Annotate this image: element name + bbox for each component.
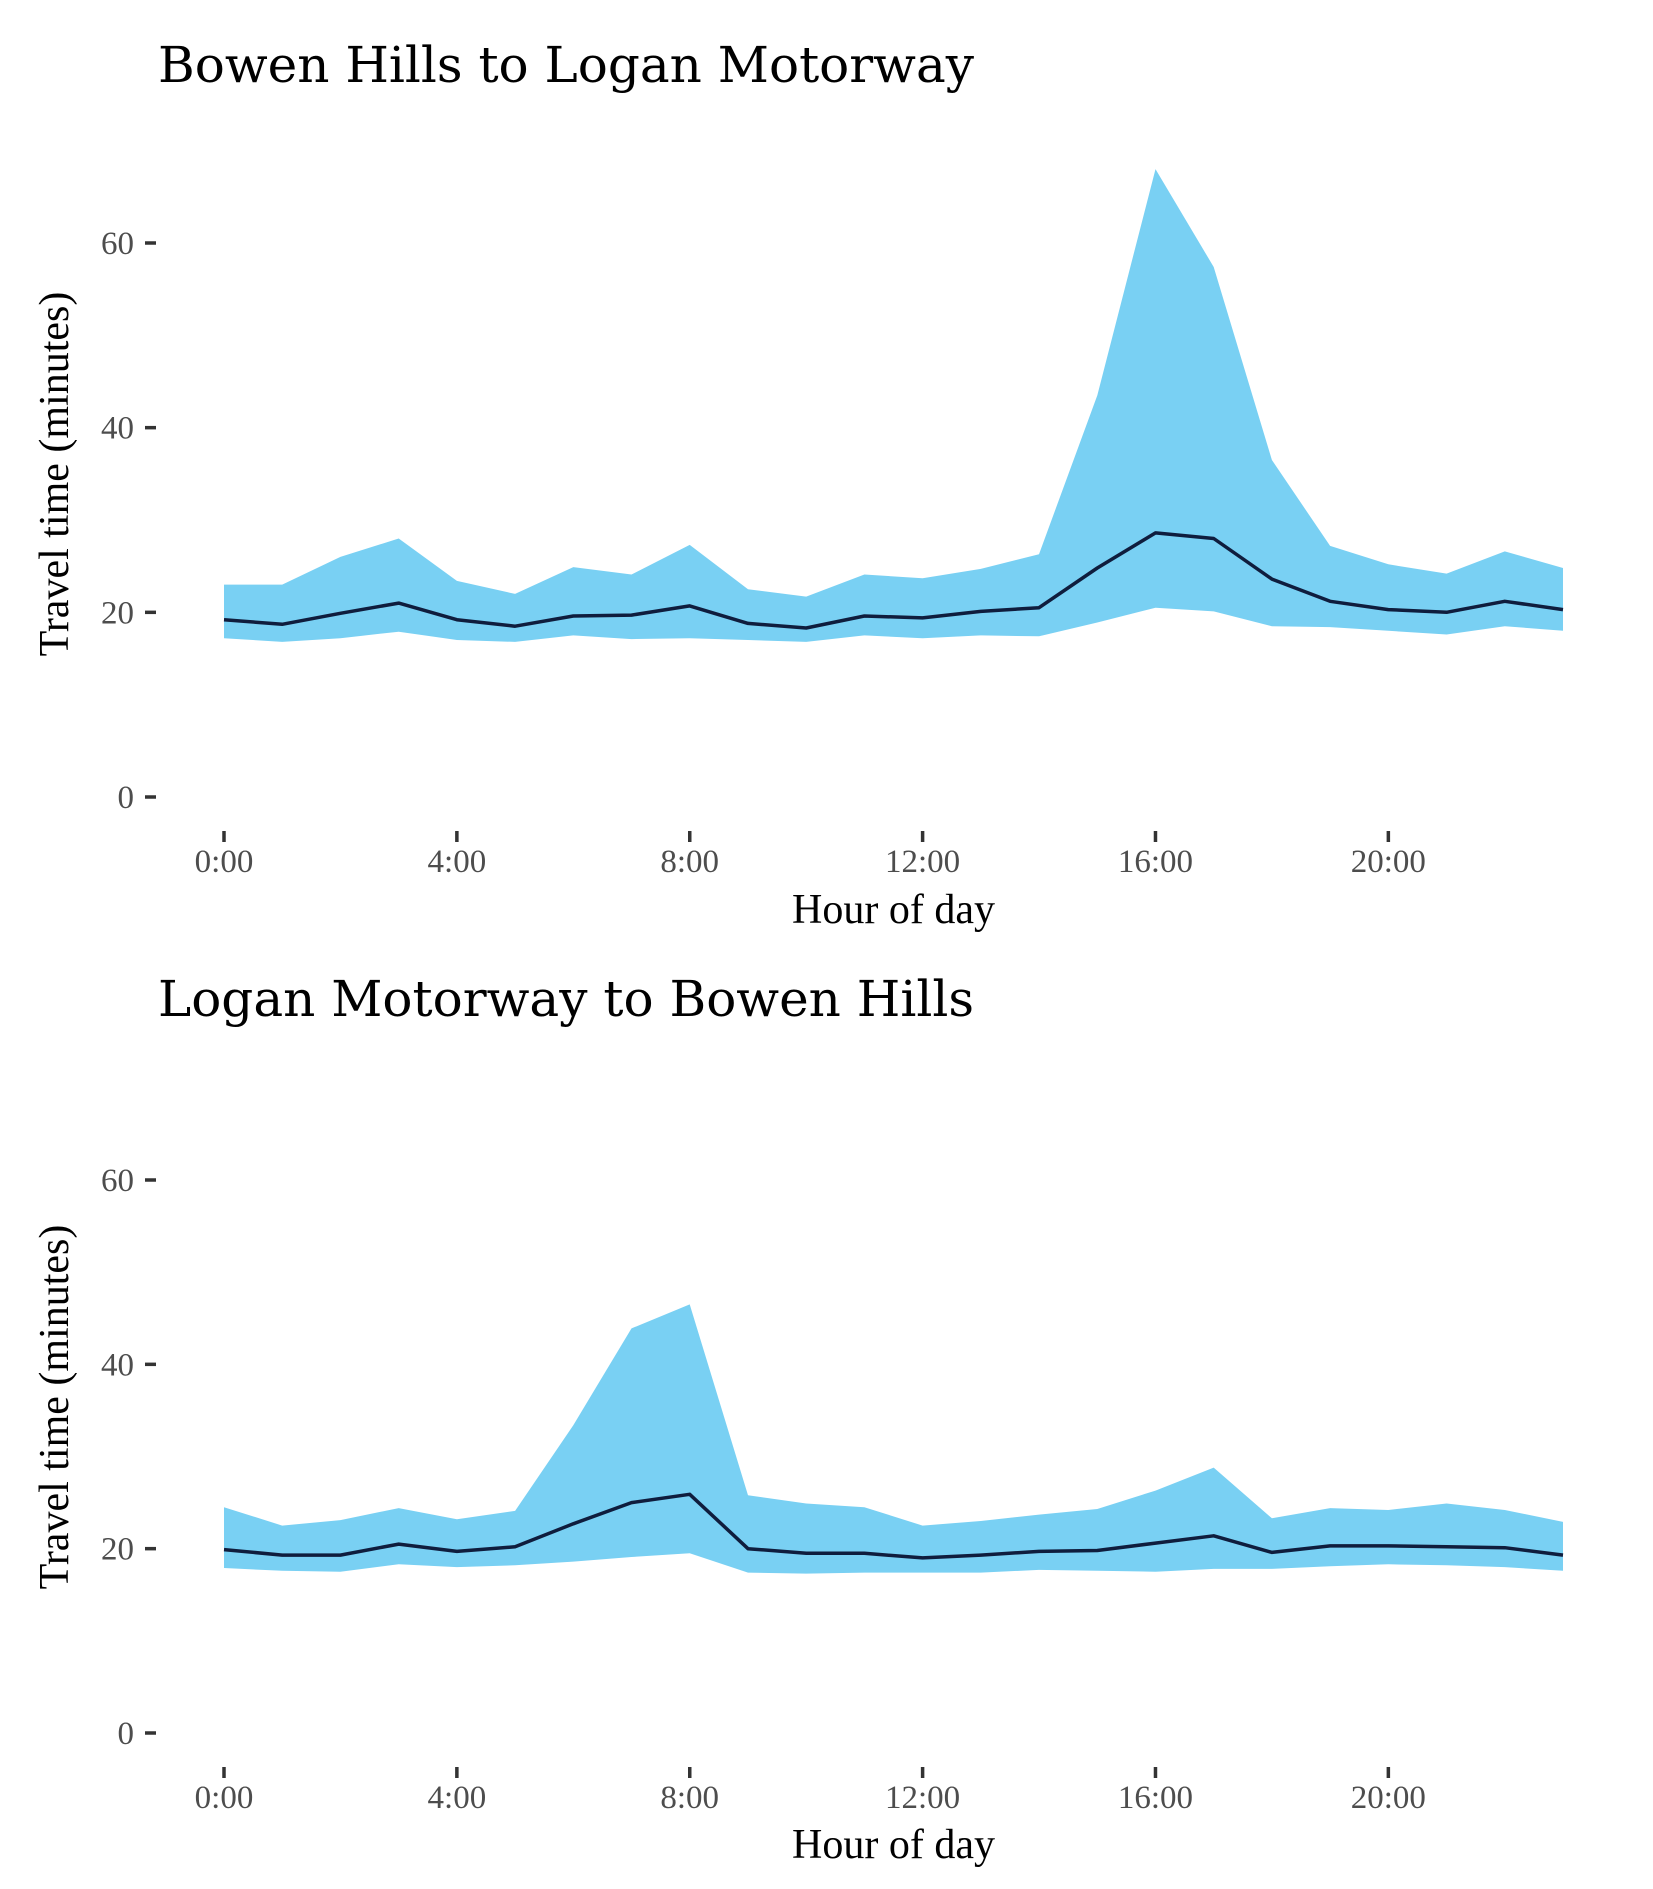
y-axis-label: Travel time (minutes) [32, 292, 78, 657]
y-tick-label: 60 [101, 1163, 134, 1199]
travel-time-range-band [224, 169, 1563, 642]
y-tick-label: 0 [118, 780, 135, 816]
y-axis-label: Travel time (minutes) [32, 1225, 78, 1590]
y-tick-label: 20 [101, 595, 134, 631]
y-tick-label: 40 [101, 1347, 134, 1383]
x-tick-label: 4:00 [428, 844, 487, 880]
x-tick-label: 12:00 [885, 844, 960, 880]
median-travel-time-line [223, 1492, 1564, 1560]
x-tick-label: 20:00 [1351, 1780, 1426, 1816]
x-tick-label: 20:00 [1351, 844, 1426, 880]
chart-title: Logan Motorway to Bowen Hills [158, 970, 974, 1028]
x-tick-label: 0:00 [195, 844, 254, 880]
x-tick-label: 8:00 [660, 844, 719, 880]
x-tick-label: 16:00 [1118, 844, 1193, 880]
x-axis-label: Hour of day [792, 1822, 995, 1868]
x-tick-label: 16:00 [1118, 1780, 1193, 1816]
x-axis-label: Hour of day [792, 887, 995, 933]
x-tick-label: 12:00 [885, 1780, 960, 1816]
chart-panel-1: Bowen Hills to Logan Motorway 0 20 40 60 0:00… [32, 36, 1564, 933]
x-tick-label: 4:00 [428, 1780, 487, 1816]
y-tick-label: 60 [101, 226, 134, 262]
chart-title: Bowen Hills to Logan Motorway [158, 36, 975, 94]
x-tick-label: 0:00 [195, 1780, 254, 1816]
travel-time-range-band [224, 1304, 1563, 1574]
y-tick-label: 40 [101, 411, 134, 447]
median-travel-time-line [223, 531, 1564, 630]
x-tick-label: 8:00 [660, 1780, 719, 1816]
chart-panel-2: Logan Motorway to Bowen Hills 0 20 40 60 0:00… [32, 970, 1564, 1868]
y-tick-label: 20 [101, 1532, 134, 1568]
y-tick-label: 0 [118, 1716, 135, 1752]
